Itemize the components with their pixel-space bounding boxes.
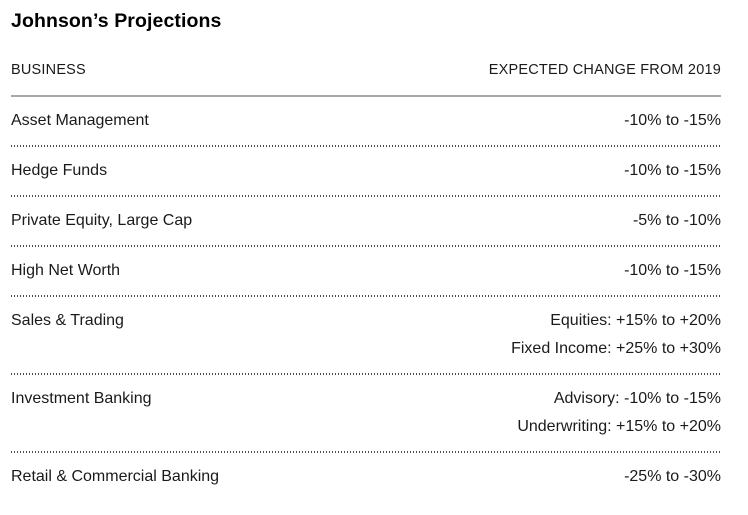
column-header-expected-change: EXPECTED CHANGE FROM 2019 <box>488 62 721 78</box>
table-row: Hedge Funds -10% to -15% <box>11 147 721 195</box>
change-value: -5% to -10% <box>632 212 721 229</box>
table-row: Private Equity, Large Cap -5% to -10% <box>11 197 721 245</box>
page-title: Johnson’s Projections <box>11 10 222 32</box>
change-values: -10% to -15% <box>624 157 721 185</box>
row-divider <box>11 373 721 375</box>
business-name: Investment Banking <box>11 390 152 407</box>
change-values: -10% to -15% <box>624 257 721 285</box>
business-name: Asset Management <box>11 112 149 129</box>
change-value: -10% to -15% <box>624 112 721 129</box>
change-value: Advisory: -10% to -15% <box>553 390 721 407</box>
business-name: Sales & Trading <box>11 312 124 329</box>
row-divider <box>11 195 721 197</box>
row-divider <box>11 145 721 147</box>
table-row: Asset Management -10% to -15% <box>11 97 721 145</box>
change-value: Underwriting: +15% to +20% <box>517 418 721 435</box>
change-values: Equities: +15% to +20% Fixed Income: +25%… <box>511 307 721 363</box>
row-divider <box>11 295 721 297</box>
change-value: -25% to -30% <box>624 468 721 485</box>
table-row: Sales & Trading Equities: +15% to +20% Fix… <box>11 297 721 373</box>
row-divider <box>11 245 721 247</box>
change-values: -10% to -15% <box>624 107 721 135</box>
business-name: Retail & Commercial Banking <box>11 468 220 485</box>
change-values: -5% to -10% <box>633 207 721 235</box>
table-rows: Asset Management -10% to -15% Hedge Funds -… <box>11 97 721 501</box>
business-name: High Net Worth <box>11 262 121 279</box>
table-row: Retail & Commercial Banking -25% to -30% <box>11 453 721 501</box>
table-row: Investment Banking Advisory: -10% to -15%… <box>11 375 721 451</box>
change-values: -25% to -30% <box>624 463 721 491</box>
business-name: Private Equity, Large Cap <box>11 212 193 229</box>
row-divider <box>11 451 721 453</box>
change-values: Advisory: -10% to -15% Underwriting: +15%… <box>517 385 721 441</box>
table-row: High Net Worth -10% to -15% <box>11 247 721 295</box>
column-header-business: BUSINESS <box>11 62 86 78</box>
change-value: -10% to -15% <box>624 262 721 279</box>
change-value: -10% to -15% <box>624 162 721 179</box>
change-value: Equities: +15% to +20% <box>550 312 721 329</box>
table-header-row: BUSINESS EXPECTED CHANGE FROM 2019 <box>11 62 721 79</box>
business-name: Hedge Funds <box>11 162 108 179</box>
change-value: Fixed Income: +25% to +30% <box>511 340 721 357</box>
header-rule <box>11 95 721 97</box>
